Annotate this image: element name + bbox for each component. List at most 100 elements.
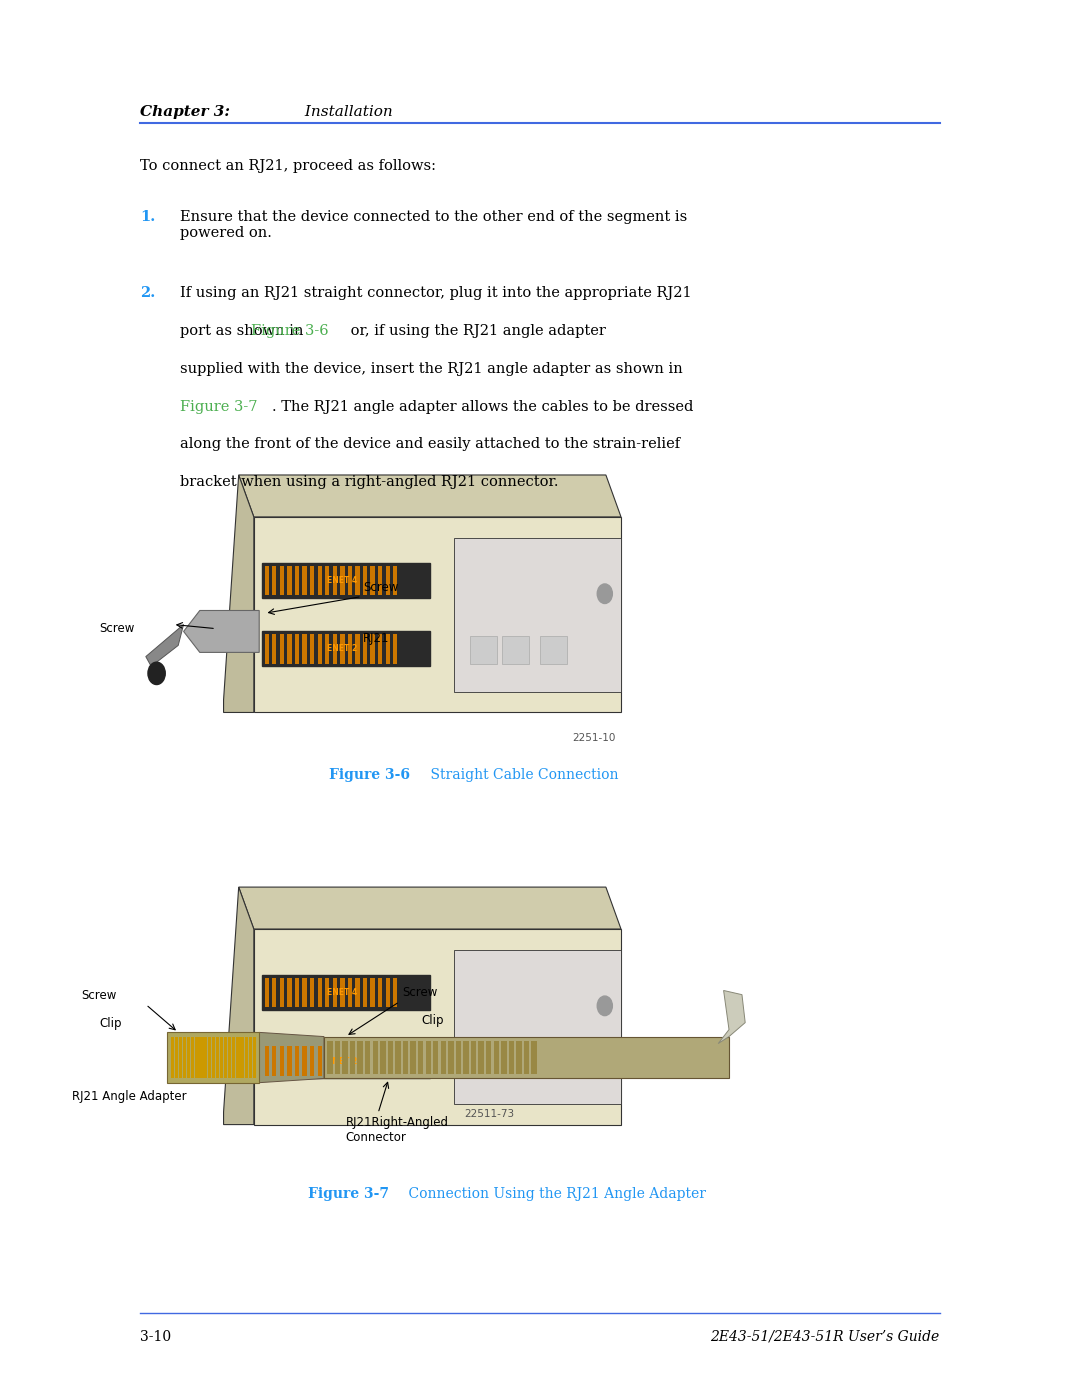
FancyBboxPatch shape [207,1037,211,1078]
Text: Installation: Installation [300,105,393,119]
FancyBboxPatch shape [287,978,292,1007]
FancyBboxPatch shape [212,1037,215,1078]
FancyBboxPatch shape [262,563,430,598]
FancyBboxPatch shape [471,1041,476,1074]
FancyBboxPatch shape [280,978,284,1007]
FancyBboxPatch shape [302,634,307,664]
FancyBboxPatch shape [253,1037,256,1078]
FancyBboxPatch shape [348,978,352,1007]
Text: ENET 2: ENET 2 [327,1056,357,1066]
Polygon shape [224,887,254,1125]
FancyBboxPatch shape [393,1046,397,1076]
Polygon shape [239,887,621,929]
FancyBboxPatch shape [310,634,314,664]
FancyBboxPatch shape [333,978,337,1007]
Text: Ensure that the device connected to the other end of the segment is
powered on.: Ensure that the device connected to the … [180,210,688,240]
FancyBboxPatch shape [448,1041,454,1074]
FancyBboxPatch shape [333,566,337,595]
FancyBboxPatch shape [241,1037,244,1078]
Text: 2E43-51/2E43-51R User’s Guide: 2E43-51/2E43-51R User’s Guide [711,1330,940,1344]
FancyBboxPatch shape [540,1048,567,1076]
FancyBboxPatch shape [386,978,390,1007]
FancyBboxPatch shape [325,1046,329,1076]
Text: Figure 3-7: Figure 3-7 [180,400,258,414]
Text: Figure 3-6: Figure 3-6 [251,324,328,338]
Polygon shape [239,475,621,517]
FancyBboxPatch shape [262,975,430,1010]
FancyBboxPatch shape [183,1037,186,1078]
FancyBboxPatch shape [287,566,292,595]
FancyBboxPatch shape [295,1046,299,1076]
FancyBboxPatch shape [365,1041,370,1074]
Text: bracket when using a right-angled RJ21 connector.: bracket when using a right-angled RJ21 c… [180,475,558,489]
Text: Connection Using the RJ21 Angle Adapter: Connection Using the RJ21 Angle Adapter [391,1187,706,1201]
FancyBboxPatch shape [167,1032,259,1083]
FancyBboxPatch shape [287,1046,292,1076]
FancyBboxPatch shape [340,978,345,1007]
FancyBboxPatch shape [216,1037,219,1078]
FancyBboxPatch shape [248,1037,252,1078]
FancyBboxPatch shape [324,1037,729,1078]
FancyBboxPatch shape [228,1037,231,1078]
FancyBboxPatch shape [325,566,329,595]
Text: RJ21 Angle Adapter: RJ21 Angle Adapter [72,1090,187,1102]
Polygon shape [224,475,254,712]
Text: Screw: Screw [402,986,437,999]
FancyBboxPatch shape [355,566,360,595]
Circle shape [597,996,612,1016]
FancyBboxPatch shape [393,634,397,664]
FancyBboxPatch shape [310,1046,314,1076]
FancyBboxPatch shape [502,1048,529,1076]
Polygon shape [259,1032,324,1083]
FancyBboxPatch shape [395,1041,401,1074]
FancyBboxPatch shape [335,1041,340,1074]
FancyBboxPatch shape [191,1037,194,1078]
FancyBboxPatch shape [237,1037,240,1078]
FancyBboxPatch shape [287,634,292,664]
Text: ENET 4: ENET 4 [327,988,357,997]
Text: Clip: Clip [99,1017,122,1030]
FancyBboxPatch shape [363,978,367,1007]
FancyBboxPatch shape [175,1037,178,1078]
FancyBboxPatch shape [265,634,269,664]
FancyBboxPatch shape [363,566,367,595]
Text: Straight Cable Connection: Straight Cable Connection [413,768,618,782]
FancyBboxPatch shape [524,1041,529,1074]
FancyBboxPatch shape [403,1041,408,1074]
FancyBboxPatch shape [318,1046,322,1076]
FancyBboxPatch shape [310,978,314,1007]
FancyBboxPatch shape [370,566,375,595]
FancyBboxPatch shape [232,1037,235,1078]
FancyBboxPatch shape [350,1041,355,1074]
FancyBboxPatch shape [386,566,390,595]
FancyBboxPatch shape [348,634,352,664]
FancyBboxPatch shape [540,636,567,664]
FancyBboxPatch shape [418,1041,423,1074]
FancyBboxPatch shape [370,634,375,664]
Text: Figure 3-6: Figure 3-6 [329,768,410,782]
Text: ENET 2: ENET 2 [327,644,357,654]
FancyBboxPatch shape [262,631,430,666]
FancyBboxPatch shape [325,634,329,664]
FancyBboxPatch shape [280,1046,284,1076]
FancyBboxPatch shape [171,1037,174,1078]
FancyBboxPatch shape [355,978,360,1007]
FancyBboxPatch shape [333,634,337,664]
FancyBboxPatch shape [340,634,345,664]
FancyBboxPatch shape [195,1037,199,1078]
FancyBboxPatch shape [486,1041,491,1074]
FancyBboxPatch shape [327,1041,333,1074]
Text: Chapter 3:: Chapter 3: [140,105,230,119]
Text: 2251-10: 2251-10 [572,733,616,743]
Polygon shape [254,517,621,712]
Text: RJ21: RJ21 [363,631,390,645]
FancyBboxPatch shape [386,634,390,664]
FancyBboxPatch shape [388,1041,393,1074]
FancyBboxPatch shape [318,978,322,1007]
Polygon shape [184,610,259,652]
FancyBboxPatch shape [348,1046,352,1076]
Polygon shape [146,624,184,666]
FancyBboxPatch shape [265,1046,269,1076]
Text: supplied with the device, insert the RJ21 angle adapter as shown in: supplied with the device, insert the RJ2… [180,362,684,376]
FancyBboxPatch shape [501,1041,507,1074]
